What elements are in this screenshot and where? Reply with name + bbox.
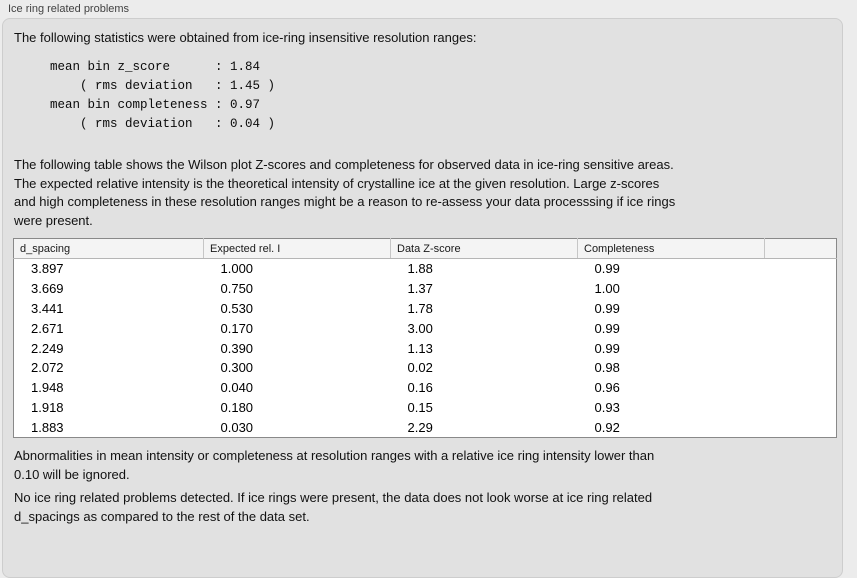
column-header-expected-rel-i[interactable]: Expected rel. I	[203, 238, 391, 259]
column-header-empty[interactable]	[764, 238, 837, 259]
table-cell: 0.750	[220, 281, 254, 297]
table-cell-empty	[765, 398, 837, 418]
table-cell: 0.030	[220, 419, 254, 435]
table-description-text: The following table shows the Wilson plo…	[14, 157, 676, 228]
table-cell: 0.390	[220, 340, 254, 356]
column-header-completeness[interactable]: Completeness	[577, 238, 765, 259]
table-cell: 1.948	[31, 380, 64, 396]
ice-ring-report-panel: { "panel": { "title": "Ice ring related …	[2, 3, 843, 578]
table-header-row: d_spacing Expected rel. I Data Z-score Comp…	[13, 238, 837, 259]
statistics-intro-text: The following statistics were obtained f…	[14, 30, 477, 45]
table-row[interactable]: 2.249 0.390 1.13 0.99	[14, 338, 837, 358]
table-row[interactable]: 1.883 0.030 2.29 0.92	[14, 417, 837, 437]
table-cell: 1.13	[407, 340, 433, 356]
table-header: d_spacing Expected rel. I Data Z-score Comp…	[13, 238, 837, 259]
table-cell-empty	[765, 378, 837, 398]
table-cell: 0.040	[220, 380, 254, 396]
table-cell: 0.15	[407, 399, 433, 415]
table-cell: 0.99	[594, 340, 620, 356]
table-row[interactable]: 2.671 0.170 3.00 0.99	[14, 318, 837, 338]
table-cell: 0.16	[407, 380, 433, 396]
table-cell: 1.00	[594, 281, 620, 297]
table-cell: 3.00	[407, 320, 433, 336]
table-cell: 0.99	[594, 320, 620, 336]
table-cell-empty	[765, 417, 837, 437]
table-row[interactable]: 3.669 0.750 1.37 1.00	[14, 279, 837, 299]
table-cell: 1.883	[31, 419, 64, 435]
table-cell-empty	[765, 279, 837, 299]
table-cell: 1.37	[407, 281, 433, 297]
table-cell: 2.29	[407, 419, 433, 435]
table-cell: 0.02	[407, 360, 433, 376]
table-row[interactable]: 1.918 0.180 0.15 0.93	[14, 398, 837, 418]
table-cell: 2.671	[31, 320, 64, 336]
panel-title: Ice ring related problems	[8, 3, 130, 15]
table-cell: 0.99	[594, 261, 620, 277]
table-cell-empty	[765, 259, 837, 279]
table-row[interactable]: 1.948 0.040 0.16 0.96	[14, 378, 837, 398]
table-cell: 1.88	[407, 261, 433, 277]
ignore-threshold-note-text: Abnormalities in mean intensity or compl…	[14, 448, 655, 482]
column-header-d-spacing[interactable]: d_spacing	[13, 238, 204, 259]
table-cell: 2.249	[31, 340, 64, 356]
table-row[interactable]: 3.441 0.530 1.78 0.99	[14, 299, 837, 319]
table-cell: 3.897	[31, 261, 64, 277]
column-header-data-z-score[interactable]: Data Z-score	[390, 238, 578, 259]
statistics-block: mean bin z_score : 1.84 ( rms deviation …	[50, 60, 276, 131]
table-cell-empty	[765, 338, 837, 358]
table-cell: 0.180	[220, 399, 254, 415]
table-cell: 0.99	[594, 300, 620, 316]
table-cell: 2.072	[31, 360, 64, 376]
table-cell: 0.98	[594, 360, 620, 376]
table-cell: 3.441	[31, 300, 64, 316]
table-row[interactable]: 2.072 0.300 0.02 0.98	[14, 358, 837, 378]
table-body: 3.897 1.000 1.88 0.99 3.669 0.750 1.37 1.00 3.44…	[14, 259, 837, 438]
table-cell: 0.96	[594, 380, 620, 396]
ice-ring-table: d_spacing Expected rel. I Data Z-score Comp…	[13, 238, 837, 439]
table-cell: 1.918	[31, 399, 64, 415]
conclusion-text: No ice ring related problems detected. I…	[14, 490, 653, 524]
table-cell: 0.300	[220, 360, 254, 376]
table-cell: 0.170	[220, 320, 254, 336]
table-cell: 0.530	[220, 300, 254, 316]
table-cell: 1.000	[220, 261, 254, 277]
table-cell: 0.93	[594, 399, 620, 415]
table-cell-empty	[765, 318, 837, 338]
table-cell: 3.669	[31, 281, 64, 297]
table-cell: 0.92	[594, 419, 620, 435]
table-cell-empty	[765, 299, 837, 319]
table-row[interactable]: 3.897 1.000 1.88 0.99	[14, 259, 837, 279]
table-cell: 1.78	[407, 300, 433, 316]
table-cell-empty	[765, 358, 837, 378]
